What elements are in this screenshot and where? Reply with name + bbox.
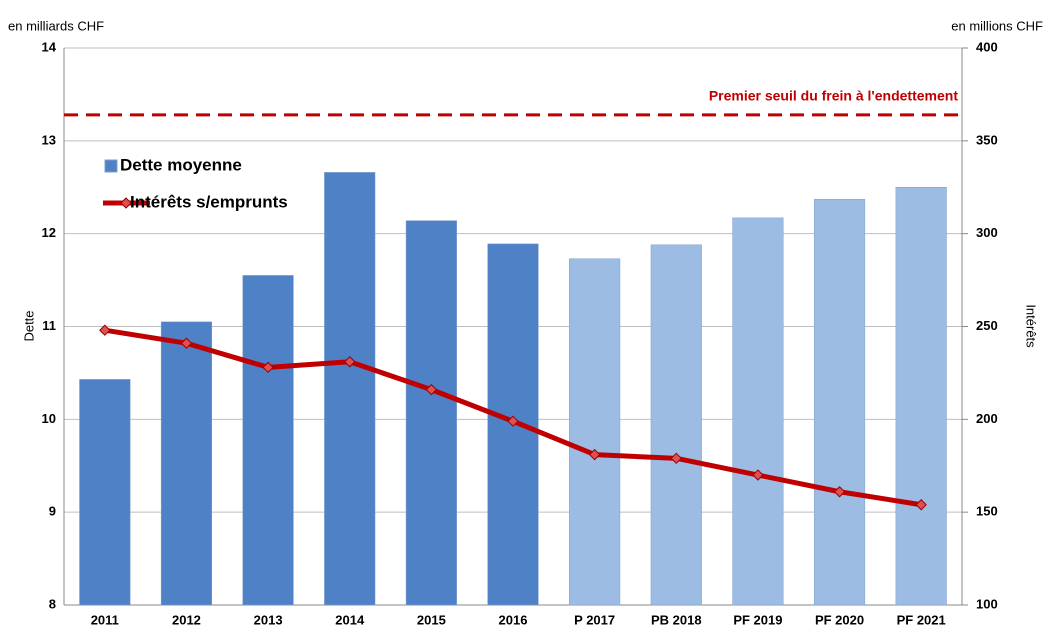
bar	[242, 275, 294, 606]
y-tick-label: 12	[42, 225, 56, 240]
marker	[344, 356, 356, 368]
threshold-label: Premier seuil du frein à l'endettement	[709, 88, 959, 104]
marker	[99, 324, 111, 336]
marker	[425, 383, 438, 396]
marker	[262, 361, 274, 374]
bar	[405, 220, 457, 606]
marker	[588, 448, 601, 461]
y2-tick-label: 250	[976, 318, 998, 333]
x-tick-label: PF 2021	[897, 612, 946, 627]
bar	[813, 199, 866, 606]
y2-axis-title: Intérêts	[1024, 304, 1039, 348]
y2-unit: en millions CHF	[951, 18, 1043, 33]
y2-tick-label: 150	[976, 504, 998, 519]
bar	[732, 217, 784, 606]
y-tick-label: 9	[49, 504, 56, 519]
y-tick-label: 14	[42, 39, 57, 54]
x-tick-label: 2011	[91, 612, 119, 627]
x-tick-label: 2016	[499, 612, 528, 627]
x-tick-label: PB 2018	[651, 612, 702, 627]
y-tick-label: 10	[42, 411, 56, 426]
bar	[79, 379, 131, 606]
bar	[569, 258, 621, 606]
x-tick-label: 2015	[417, 612, 446, 627]
x-tick-label: 2014	[335, 612, 365, 627]
marker	[752, 469, 764, 481]
x-tick-label: 2013	[254, 612, 283, 627]
y-axis-title: Dette	[21, 310, 36, 341]
y2-tick-label: 100	[976, 596, 998, 611]
marker	[670, 452, 682, 465]
y-tick-label: 8	[49, 596, 56, 611]
y2-tick-label: 300	[976, 225, 998, 240]
y2-tick-label: 350	[976, 132, 998, 147]
legend-label: Intérêts s/emprunts	[130, 192, 288, 211]
y-tick-label: 11	[42, 318, 56, 333]
legend-label: Dette moyenne	[120, 155, 242, 174]
y2-tick-label: 400	[976, 39, 998, 54]
y-tick-label: 13	[42, 132, 56, 147]
y-unit: en milliards CHF	[8, 18, 104, 33]
x-tick-label: PF 2019	[733, 612, 782, 627]
marker	[833, 486, 846, 498]
x-tick-label: 2012	[172, 612, 201, 627]
marker	[507, 415, 519, 427]
bar	[160, 321, 213, 606]
y2-tick-label: 200	[976, 411, 998, 426]
bar	[650, 244, 702, 606]
x-tick-label: PF 2020	[815, 612, 864, 627]
marker	[915, 499, 927, 511]
legend-swatch	[120, 197, 132, 209]
marker	[180, 337, 193, 349]
x-tick-label: P 2017	[574, 612, 615, 627]
legend-swatch	[104, 159, 118, 173]
bar	[895, 187, 947, 606]
bar	[324, 172, 376, 606]
